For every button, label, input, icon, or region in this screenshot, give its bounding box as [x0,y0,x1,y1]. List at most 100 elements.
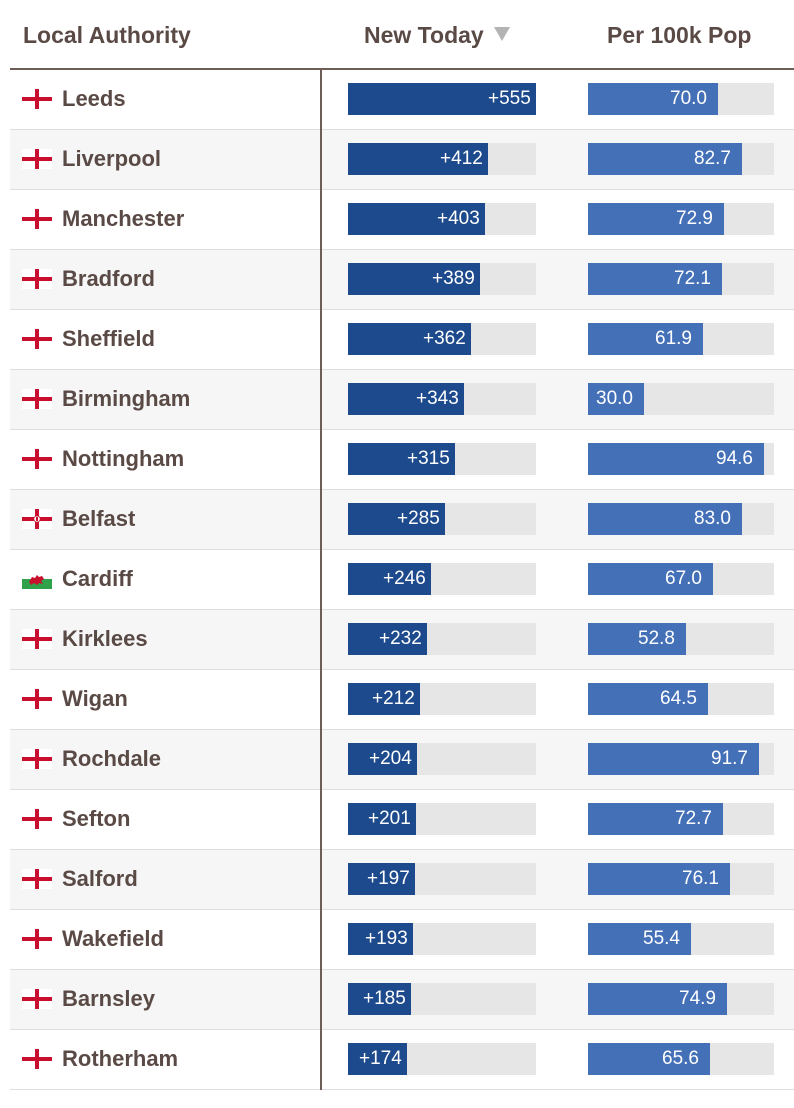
table-row[interactable]: Wakefield +193 55.4 [10,910,794,970]
per-100k-value: 55.4 [643,928,680,949]
new-today-value: +315 [407,448,450,469]
per-100k-bar: 61.9 [588,323,774,355]
new-today-value: +232 [379,628,422,649]
new-today-value: +362 [423,328,466,349]
new-today-bar: +174 [348,1043,536,1075]
england-flag-icon [22,989,52,1009]
table-row[interactable]: Cardiff +246 67.0 [10,550,794,610]
column-divider [320,670,322,730]
new-today-value: +201 [368,808,411,829]
table-row[interactable]: Rotherham +174 65.6 [10,1030,794,1090]
per-100k-bar-fill [588,563,713,595]
column-divider [320,310,322,370]
per-100k-bar: 74.9 [588,983,774,1015]
new-today-bar: +185 [348,983,536,1015]
new-today-bar: +193 [348,923,536,955]
per-100k-bar-fill [588,683,708,715]
per-100k-bar-fill [588,203,724,235]
new-today-value: +412 [440,148,483,169]
column-divider [320,970,322,1030]
column-header-local-authority[interactable]: Local Authority [23,22,191,48]
local-authority-name: Nottingham [62,446,185,471]
new-today-bar-fill [348,203,485,235]
local-authority-name: Manchester [62,206,185,231]
england-flag-icon [22,89,52,109]
table-row[interactable]: Salford +197 76.1 [10,850,794,910]
table-row[interactable]: Wigan +212 64.5 [10,670,794,730]
per-100k-value: 52.8 [638,628,675,649]
per-100k-value: 74.9 [679,988,716,1009]
table-row[interactable]: Sefton +201 72.7 [10,790,794,850]
new-today-bar-fill [348,143,488,175]
england-flag-icon [22,389,52,409]
column-header-per-100k[interactable]: Per 100k Pop [607,22,752,48]
new-today-value: +193 [365,928,408,949]
new-today-bar-fill [348,983,411,1015]
per-100k-value: 94.6 [716,448,753,469]
england-flag-icon [22,149,52,169]
new-today-bar: +403 [348,203,536,235]
local-authority-table: Local Authority New Today Per 100k Pop L… [10,0,794,1090]
per-100k-bar: 52.8 [588,623,774,655]
per-100k-value: 65.6 [662,1048,699,1069]
per-100k-bar-fill [588,383,644,415]
table-row[interactable]: Rochdale +204 91.7 [10,730,794,790]
england-flag-icon [22,869,52,889]
new-today-value: +403 [437,208,480,229]
new-today-bar: +232 [348,623,536,655]
table-row[interactable]: Manchester +403 72.9 [10,190,794,250]
table-row[interactable]: Belfast +285 83.0 [10,490,794,550]
new-today-bar-fill [348,263,480,295]
per-100k-value: 82.7 [694,148,731,169]
per-100k-bar-fill [588,143,742,175]
per-100k-value: 70.0 [670,88,707,109]
table-row[interactable]: Liverpool +412 82.7 [10,130,794,190]
new-today-bar-fill [348,563,431,595]
table-row[interactable]: Kirklees +232 52.8 [10,610,794,670]
new-today-bar-fill [348,863,415,895]
new-today-bar: +412 [348,143,536,175]
local-authority-name: Rotherham [62,1046,179,1071]
table-row[interactable]: Leeds +555 70.0 [10,70,794,130]
local-authority-name: Cardiff [62,566,133,591]
new-today-bar-fill [348,503,445,535]
new-today-bar: +389 [348,263,536,295]
table-row[interactable]: Nottingham +315 94.6 [10,430,794,490]
column-divider [320,250,322,310]
column-divider [320,910,322,970]
new-today-bar: +246 [348,563,536,595]
new-today-bar: +362 [348,323,536,355]
column-header-new-today-label: New Today [364,22,484,48]
england-flag-icon [22,1049,52,1069]
per-100k-bar-fill [588,923,691,955]
new-today-bar: +212 [348,683,536,715]
per-100k-bar-fill [588,263,722,295]
per-100k-value: 72.9 [676,208,713,229]
per-100k-bar: 64.5 [588,683,774,715]
sort-descending-icon[interactable] [493,27,510,41]
column-divider [320,190,322,250]
england-flag-icon [22,809,52,829]
column-divider [320,850,322,910]
per-100k-value: 91.7 [711,748,748,769]
column-divider [320,70,322,130]
table-row[interactable]: Bradford +389 72.1 [10,250,794,310]
new-today-value: +174 [359,1048,402,1069]
england-flag-icon [22,329,52,349]
new-today-bar: +343 [348,383,536,415]
per-100k-bar: 83.0 [588,503,774,535]
column-header-new-today[interactable]: New Today [364,22,510,49]
table-row[interactable]: Sheffield +362 61.9 [10,310,794,370]
local-authority-name: Rochdale [62,746,162,771]
per-100k-bar: 67.0 [588,563,774,595]
northern-ireland-flag-icon [22,509,52,529]
column-divider [320,370,322,430]
england-flag-icon [22,689,52,709]
per-100k-bar: 72.9 [588,203,774,235]
per-100k-bar-fill [588,83,718,115]
per-100k-value: 30.0 [596,388,633,409]
local-authority-name: Kirklees [62,626,148,651]
table-row[interactable]: Barnsley +185 74.9 [10,970,794,1030]
table-row[interactable]: Birmingham +343 30.0 [10,370,794,430]
per-100k-bar: 70.0 [588,83,774,115]
